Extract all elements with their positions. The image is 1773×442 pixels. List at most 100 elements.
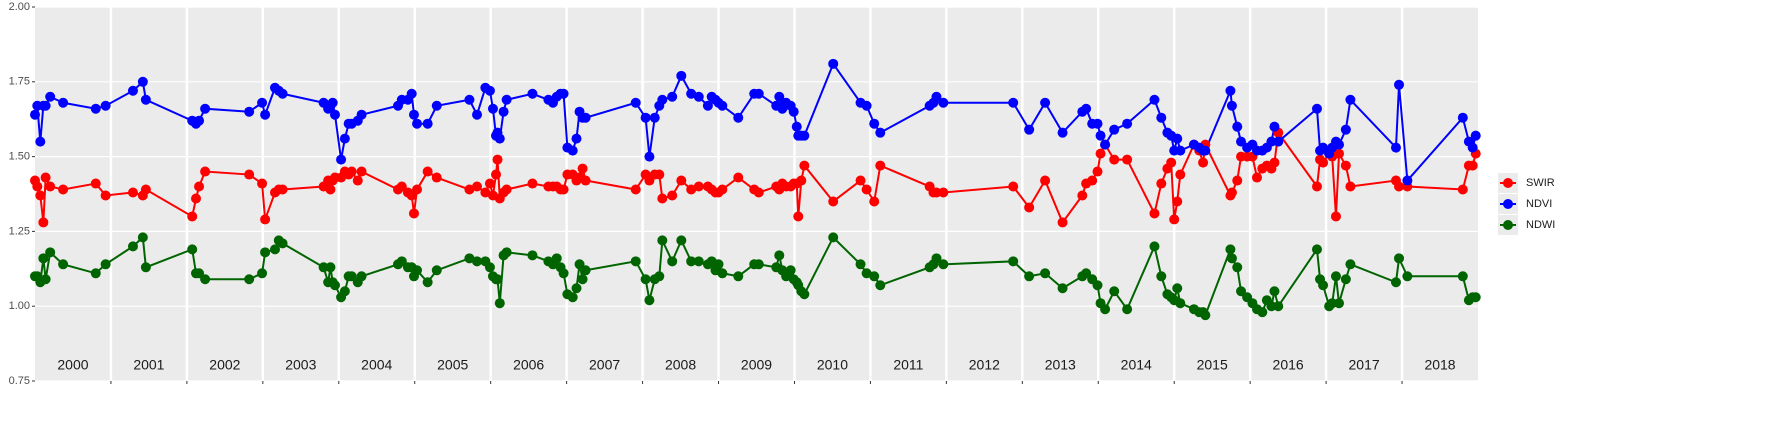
year-label: 2007 — [589, 357, 620, 373]
point — [464, 253, 475, 264]
point — [484, 85, 495, 96]
point — [431, 100, 442, 111]
point — [1470, 130, 1481, 141]
point — [1156, 112, 1167, 123]
point — [657, 94, 668, 105]
point — [1318, 280, 1329, 291]
point — [693, 91, 704, 102]
point — [855, 259, 866, 270]
point — [422, 166, 433, 177]
point — [1024, 124, 1035, 135]
point — [325, 184, 336, 195]
point — [1092, 118, 1103, 129]
point — [1200, 145, 1211, 156]
point — [875, 160, 886, 171]
point — [571, 283, 582, 294]
point — [828, 58, 839, 69]
point — [484, 262, 495, 273]
point — [40, 172, 51, 183]
point — [137, 232, 148, 243]
point — [487, 103, 498, 114]
point — [640, 274, 651, 285]
point — [1156, 178, 1167, 189]
point — [277, 184, 288, 195]
point — [577, 274, 588, 285]
point — [1402, 175, 1413, 186]
year-label: 2014 — [1121, 357, 1152, 373]
point — [140, 262, 151, 273]
point — [774, 250, 785, 261]
point — [472, 109, 483, 120]
point — [1311, 181, 1322, 192]
point — [702, 100, 713, 111]
point — [828, 232, 839, 243]
point — [408, 208, 419, 219]
point — [855, 175, 866, 186]
point — [1172, 133, 1183, 144]
point — [260, 109, 271, 120]
point — [38, 253, 49, 264]
point — [325, 262, 336, 273]
point — [1340, 274, 1351, 285]
point — [1232, 262, 1243, 273]
point — [58, 97, 69, 108]
point — [1251, 172, 1262, 183]
point — [1166, 157, 1177, 168]
point — [580, 265, 591, 276]
point — [551, 253, 562, 264]
point — [1109, 286, 1120, 297]
point — [40, 274, 51, 285]
point — [753, 88, 764, 99]
point — [788, 106, 799, 117]
year-label: 2008 — [665, 357, 696, 373]
point — [200, 103, 211, 114]
point — [40, 100, 51, 111]
point — [527, 250, 538, 261]
point — [1024, 202, 1035, 213]
point — [1200, 310, 1211, 321]
point — [492, 154, 503, 165]
point — [753, 187, 764, 198]
point — [527, 178, 538, 189]
point — [796, 175, 807, 186]
year-label: 2012 — [969, 357, 1000, 373]
point — [558, 184, 569, 195]
point — [1457, 271, 1468, 282]
year-label: 2010 — [817, 357, 848, 373]
point — [244, 274, 255, 285]
point — [1092, 280, 1103, 291]
point — [1040, 175, 1051, 186]
point — [356, 271, 367, 282]
point — [875, 127, 886, 138]
year-label: 2003 — [285, 357, 316, 373]
point — [1340, 124, 1351, 135]
point — [931, 253, 942, 264]
point — [339, 133, 350, 144]
point — [580, 175, 591, 186]
point — [1318, 157, 1329, 168]
point — [931, 91, 942, 102]
point — [1232, 121, 1243, 132]
point — [567, 145, 578, 156]
point — [1457, 112, 1468, 123]
point — [1149, 94, 1160, 105]
point — [336, 154, 347, 165]
point — [346, 166, 357, 177]
point — [1156, 271, 1167, 282]
point — [356, 109, 367, 120]
point — [1008, 181, 1019, 192]
point — [501, 94, 512, 105]
point — [137, 76, 148, 87]
point — [875, 280, 886, 291]
point — [717, 268, 728, 279]
point — [406, 88, 417, 99]
point — [785, 265, 796, 276]
point — [194, 181, 205, 192]
point — [127, 187, 138, 198]
point — [472, 256, 483, 267]
point — [260, 247, 271, 258]
point — [100, 190, 111, 201]
point — [1172, 196, 1183, 207]
point — [408, 109, 419, 120]
